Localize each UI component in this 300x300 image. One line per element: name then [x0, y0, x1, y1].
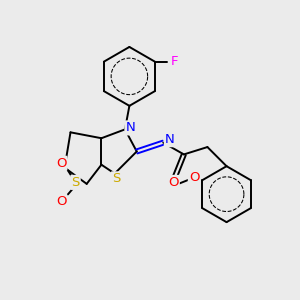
- Text: O: O: [56, 195, 66, 208]
- Text: O: O: [189, 171, 199, 184]
- Text: N: N: [165, 133, 175, 146]
- Text: O: O: [168, 176, 179, 189]
- Text: S: S: [71, 176, 80, 189]
- Text: O: O: [56, 157, 66, 170]
- Text: F: F: [170, 55, 178, 68]
- Text: N: N: [125, 122, 135, 134]
- Text: S: S: [112, 172, 120, 185]
